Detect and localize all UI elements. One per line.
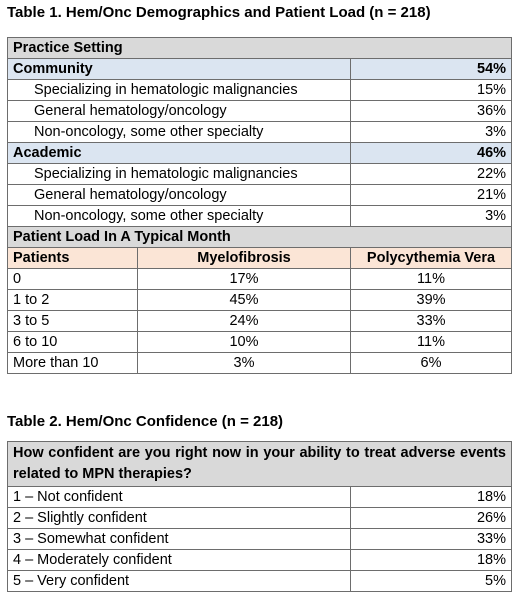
community-label: Community [7,58,351,80]
table-row: 3 – Somewhat confident 33% [7,528,512,550]
confidence-label: 1 – Not confident [7,486,351,508]
myelofibrosis-cell: 17% [137,268,351,290]
polycythemia-vera-cell: 39% [349,289,513,311]
myelofibrosis-cell: 10% [137,331,351,353]
column-header-myelofibrosis: Myelofibrosis [137,247,351,269]
polycythemia-vera-cell: 11% [349,331,513,353]
academic-pct: 46% [349,142,513,164]
table-row: Specializing in hematologic malignancies… [7,79,513,101]
table-row: 2 – Slightly confident 26% [7,507,512,529]
row-pct: 22% [349,163,513,185]
patients-cell: 6 to 10 [7,331,138,353]
practice-setting-header: Practice Setting [6,37,513,59]
confidence-pct: 33% [350,528,512,550]
row-pct: 21% [349,184,513,206]
row-pct: 3% [349,121,513,143]
table-row: 4 – Moderately confident 18% [7,549,512,571]
question-row: How confident are you right now in your … [7,441,512,487]
table-row: 5 – Very confident 5% [7,570,512,592]
confidence-question: How confident are you right now in your … [7,441,512,487]
table2-caption: Table 2. Hem/Onc Confidence (n = 218) [7,413,284,430]
community-row: Community 54% [7,58,513,80]
patient-load-header: Patient Load In A Typical Month [6,226,513,248]
polycythemia-vera-cell: 33% [349,310,513,332]
polycythemia-vera-cell: 6% [349,352,513,374]
table-row: Non-oncology, some other specialty 3% [7,205,513,227]
myelofibrosis-cell: 3% [137,352,351,374]
row-label: General hematology/oncology [7,184,351,206]
confidence-label: 2 – Slightly confident [7,507,351,529]
myelofibrosis-cell: 24% [137,310,351,332]
row-pct: 36% [349,100,513,122]
table-row: Specializing in hematologic malignancies… [7,163,513,185]
row-label: Specializing in hematologic malignancies [7,79,351,101]
row-pct: 15% [349,79,513,101]
patients-cell: 0 [7,268,138,290]
confidence-label: 3 – Somewhat confident [7,528,351,550]
patients-cell: More than 10 [7,352,138,374]
row-label: Non-oncology, some other specialty [7,121,351,143]
row-label: Specializing in hematologic malignancies [7,163,351,185]
table-row: 6 to 10 10% 11% [7,331,513,353]
patients-cell: 1 to 2 [7,289,138,311]
table1-caption: Table 1. Hem/Onc Demographics and Patien… [7,4,431,21]
table-row: General hematology/oncology 21% [7,184,513,206]
confidence-pct: 18% [350,549,512,571]
confidence-pct: 18% [350,486,512,508]
confidence-pct: 26% [350,507,512,529]
confidence-table: How confident are you right now in your … [7,441,512,592]
practice-setting-header-row: Practice Setting [6,37,513,59]
row-pct: 3% [349,205,513,227]
confidence-label: 4 – Moderately confident [7,549,351,571]
confidence-pct: 5% [350,570,512,592]
column-header-polycythemia-vera: Polycythemia Vera [349,247,513,269]
community-pct: 54% [349,58,513,80]
table-row: General hematology/oncology 36% [7,100,513,122]
patients-cell: 3 to 5 [7,310,138,332]
table-row: More than 10 3% 6% [7,352,513,374]
academic-row: Academic 46% [7,142,513,164]
patient-load-column-headers: Patients Myelofibrosis Polycythemia Vera [7,247,513,269]
demographics-table: Practice Setting Community 54% Specializ… [6,37,513,374]
confidence-label: 5 – Very confident [7,570,351,592]
patient-load-header-row: Patient Load In A Typical Month [6,226,513,248]
polycythemia-vera-cell: 11% [349,268,513,290]
table-row: Non-oncology, some other specialty 3% [7,121,513,143]
column-header-patients: Patients [7,247,138,269]
academic-label: Academic [7,142,351,164]
table-row: 1 – Not confident 18% [7,486,512,508]
table-row: 1 to 2 45% 39% [7,289,513,311]
table-row: 3 to 5 24% 33% [7,310,513,332]
row-label: Non-oncology, some other specialty [7,205,351,227]
row-label: General hematology/oncology [7,100,351,122]
table-row: 0 17% 11% [7,268,513,290]
myelofibrosis-cell: 45% [137,289,351,311]
